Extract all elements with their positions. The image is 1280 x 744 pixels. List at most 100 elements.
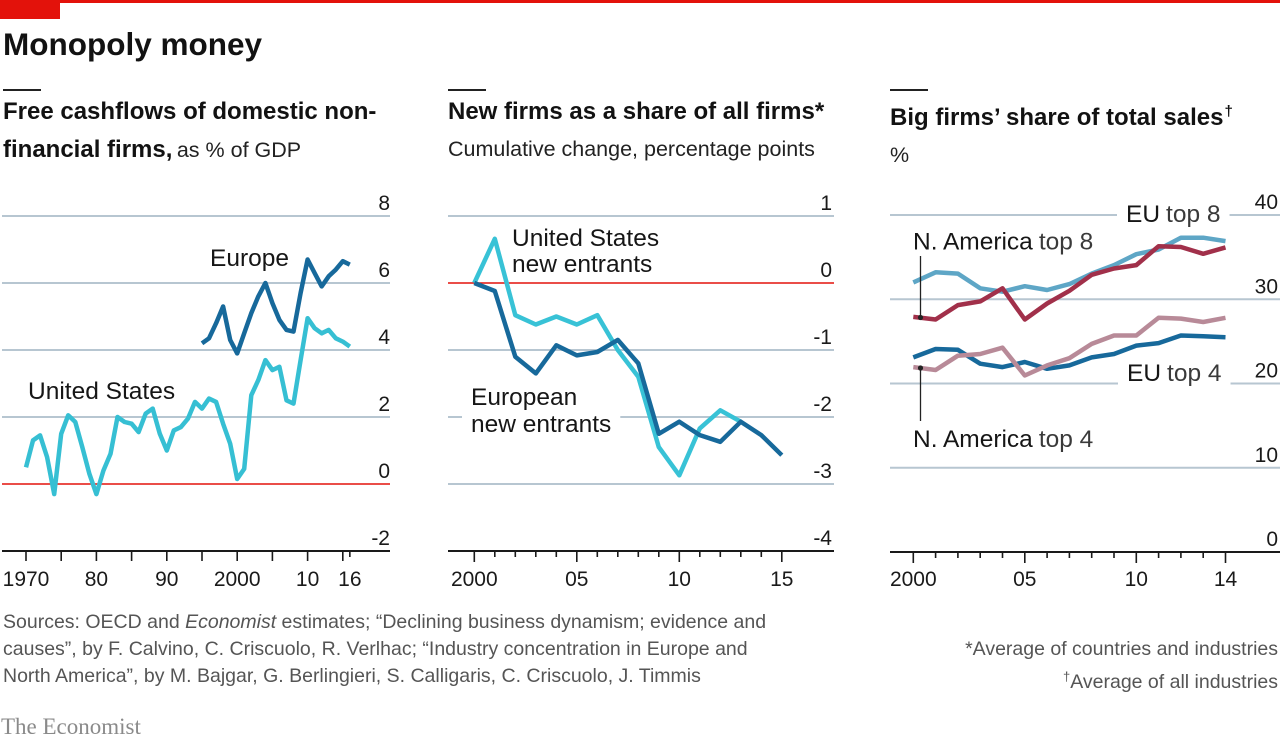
label-backgrounds (462, 383, 621, 439)
panel-rule (890, 89, 928, 91)
series-lines (23, 257, 352, 497)
x-tick-label: 80 (85, 568, 108, 591)
series-lines (912, 235, 1227, 378)
x-axis: 2000 05 10 14 (890, 551, 1280, 591)
y-tick-label: -2 (813, 393, 832, 416)
y-tick-label: -4 (813, 527, 832, 550)
sources-line: North America”, by M. Bajgar, G. Berling… (3, 665, 701, 687)
x-tick-label: 14 (1214, 568, 1238, 591)
series-label-eu-top-8: EU top 8 (1126, 201, 1221, 228)
top-red-rule (0, 0, 1280, 3)
footnote-text: Average of all industries (1070, 671, 1278, 693)
y-tick-label: -3 (813, 460, 832, 483)
series-label-line: United States (512, 225, 659, 252)
series-line-eu-top-8 (912, 235, 1226, 294)
chart-subtitle: % (890, 143, 910, 167)
series-label-european-new-entrants: European new entrants (471, 384, 611, 438)
label-background (462, 383, 621, 439)
series-line-european-new-entrants (473, 280, 784, 457)
series-label-line: new entrants (512, 251, 652, 278)
x-tick-label: 05 (1013, 568, 1036, 591)
y-tick-label: 2 (378, 393, 390, 416)
sources-note: Sources: OECD and Economist estimates; “… (3, 609, 766, 690)
footnote: †Average of all industries (965, 663, 1278, 696)
sources-prefix: Sources: OECD and (3, 611, 186, 633)
y-tick-label: 20 (1255, 360, 1278, 383)
chart-heading-free-cashflows: Free cashflows of domestic non-financial… (3, 94, 403, 170)
x-tick-label: 1970 (3, 568, 50, 591)
series-label-eu-top-4: EU top 4 (1127, 360, 1222, 387)
footnotes: *Average of countries and industries †Av… (965, 636, 1278, 696)
x-tick-label: 2000 (890, 568, 937, 591)
footnote-text: Average of countries and industries (972, 638, 1278, 660)
series-label-na-top-8: N. America top 8 (913, 229, 1093, 256)
series-label-region: EU (1126, 201, 1160, 228)
x-axis: 1970 80 90 2000 10 16 (2, 550, 390, 591)
x-tick-label: 10 (1125, 568, 1148, 591)
chart-subtitle: as % of GDP (176, 138, 302, 162)
y-tick-label: 10 (1255, 444, 1278, 467)
series-label-europe: Europe (210, 245, 289, 272)
x-tick-label: 2000 (214, 568, 261, 591)
x-tick-label: 15 (770, 568, 793, 591)
x-tick-label: 16 (338, 568, 361, 591)
series-lines (472, 236, 784, 478)
footnote-mark: † (1063, 669, 1071, 684)
chart-title: Free cashflows of domestic non-financial… (3, 98, 377, 163)
publisher-logo: The Economist (1, 714, 141, 739)
label-leader-dot (917, 365, 924, 371)
sources-line: Sources: OECD and Economist estimates; “… (3, 609, 766, 636)
x-tick-label: 2000 (451, 568, 498, 591)
series-label-us-new-entrants: United States new entrants (512, 225, 659, 278)
chart-free-cashflows: 8 6 4 2 0 -2 Europe United States 1970 80 90 2000 10… (2, 192, 390, 591)
series-line-united-states (23, 315, 352, 497)
y-tick-label: 40 (1255, 191, 1278, 214)
y-tick-label: 8 (378, 192, 390, 215)
y-tick-label: 4 (378, 326, 390, 349)
series-label-line: European (471, 384, 577, 411)
gridlines (2, 215, 390, 485)
y-tick-label: 1 (820, 192, 832, 215)
footnote-mark: * (965, 638, 973, 660)
footnote: *Average of countries and industries (965, 636, 1278, 663)
series-label-group: top 4 (1039, 426, 1094, 453)
series-label-group: top 8 (1166, 201, 1221, 228)
x-tick-label: 10 (296, 568, 319, 591)
chart-labels: 8 6 4 2 0 -2 Europe United States (28, 192, 390, 550)
sources-line: causes”, by F. Calvino, C. Criscuolo, R.… (3, 638, 748, 660)
dagger-footnote-mark: † (1224, 103, 1233, 120)
label-background (1118, 359, 1231, 388)
series-label-united-states: United States (28, 378, 175, 405)
y-tick-label: -1 (813, 326, 832, 349)
series-label-region: N. America (913, 426, 1033, 453)
series-label-region: N. America (913, 229, 1033, 256)
y-tick-label: 0 (378, 460, 390, 483)
series-label-line: new entrants (471, 411, 611, 438)
series-label-region: EU (1127, 360, 1161, 387)
x-tick-label: 10 (668, 568, 691, 591)
series-line-na-top-8 (913, 243, 1227, 322)
chart-title: Big firms’ share of total sales (890, 104, 1224, 131)
panel-rule (3, 89, 41, 91)
y-tick-label: 0 (820, 259, 832, 282)
sources-publication: Economist (185, 611, 277, 633)
sources-text: estimates; “Declining business dynamism;… (276, 611, 767, 633)
x-axis: 2000 05 10 15 (448, 550, 834, 591)
x-tick-label: 90 (155, 568, 178, 591)
chart-heading-new-firms: New firms as a share of all firms* Cumul… (448, 94, 824, 167)
series-line-us-new-entrants (472, 236, 742, 478)
series-line-na-top-4 (913, 315, 1226, 378)
series-line-europe (200, 257, 351, 356)
top-red-tag (0, 0, 60, 19)
chart-heading-big-firms: Big firms’ share of total sales† % (890, 94, 1233, 173)
y-tick-label: -2 (371, 527, 390, 550)
panel-rule (448, 89, 486, 91)
page-title: Monopoly money (3, 26, 262, 62)
series-label-group: top 4 (1167, 360, 1222, 387)
